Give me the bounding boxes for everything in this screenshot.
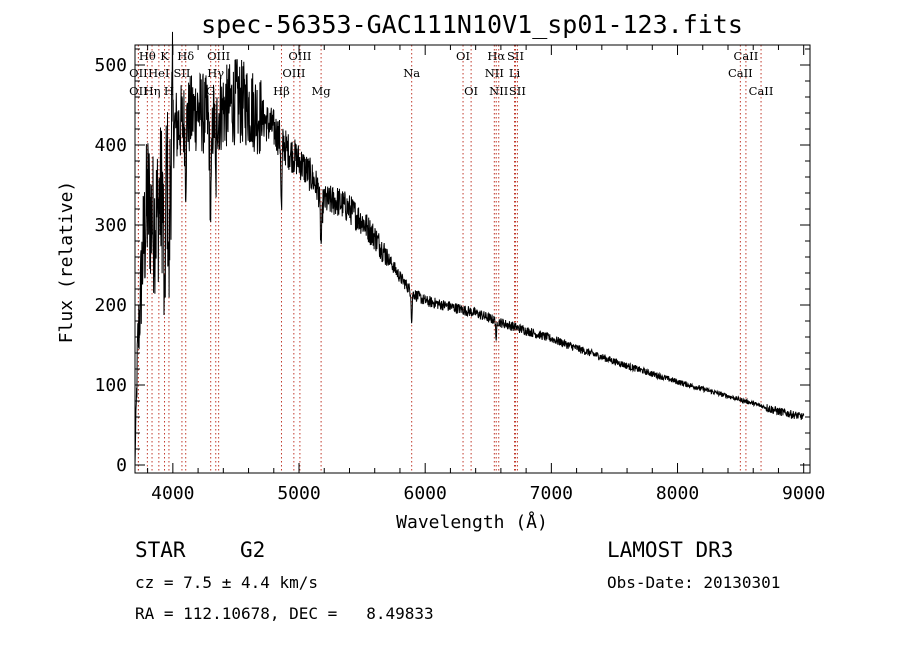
- y-axis-label: Flux (relative): [56, 181, 77, 344]
- line-marker-label: Hδ: [177, 49, 194, 63]
- chart-title: spec-56353-GAC111N10V1_sp01-123.fits: [201, 10, 743, 39]
- line-marker-label: CaII: [749, 84, 774, 98]
- y-tick-label: 500: [94, 55, 127, 76]
- ticks: 4000 5000 6000 7000 8000 9000 0 100 200 300 400 500: [94, 45, 825, 504]
- line-marker-label: HeI: [148, 66, 169, 80]
- x-tick-label: 5000: [277, 483, 320, 504]
- line-marker-label: CaII: [734, 49, 759, 63]
- coordinates-text: RA = 112.10678, DEC = 8.49833: [135, 604, 434, 623]
- line-marker-label: Hθ: [139, 49, 156, 63]
- x-tick-label: 9000: [782, 483, 825, 504]
- line-marker-label: H: [164, 84, 174, 98]
- line-marker-label: SII: [507, 49, 524, 63]
- line-marker-label: OIII: [207, 49, 230, 63]
- line-marker-label: K: [160, 49, 169, 63]
- line-marker-label: CaII: [728, 66, 753, 80]
- line-marker-label: NII: [485, 66, 504, 80]
- line-marker-label: Hβ: [273, 84, 290, 98]
- line-marker-label: SII: [173, 66, 190, 80]
- line-marker-label: OII: [129, 84, 148, 98]
- line-marker-label: SII: [509, 84, 526, 98]
- x-tick-label: 4000: [151, 483, 194, 504]
- redshift-text: cz = 7.5 ± 4.4 km/s: [135, 573, 319, 592]
- line-marker-label: Mg: [312, 84, 332, 98]
- y-tick-label: 0: [116, 455, 127, 476]
- y-tick-label: 300: [94, 215, 127, 236]
- object-class: STAR: [135, 538, 186, 562]
- line-marker-label: Li: [509, 66, 521, 80]
- obs-date: Obs-Date: 20130301: [607, 573, 781, 592]
- line-marker-label: Hα: [487, 49, 505, 63]
- line-marker-label: Na: [403, 66, 420, 80]
- y-tick-label: 100: [94, 375, 127, 396]
- line-marker-label: OIII: [288, 49, 311, 63]
- spectrum-line: [134, 31, 805, 466]
- line-marker-label: NII: [489, 84, 508, 98]
- x-tick-label: 7000: [530, 483, 573, 504]
- x-tick-label: 6000: [404, 483, 447, 504]
- line-marker-label: OI: [464, 84, 478, 98]
- plot-frame: [134, 44, 811, 474]
- line-marker-label: OI: [456, 49, 470, 63]
- line-marker-label: Hγ: [207, 66, 224, 80]
- survey-label: LAMOST DR3: [607, 538, 734, 562]
- y-tick-label: 400: [94, 135, 127, 156]
- line-marker-label: Hη: [144, 84, 161, 98]
- spectrum-series: [134, 31, 805, 466]
- line-marker-label: G: [206, 84, 215, 98]
- line-marker-label: OIII: [282, 66, 305, 80]
- x-axis-label: Wavelength (Å): [396, 511, 548, 533]
- x-tick-label: 8000: [656, 483, 699, 504]
- y-tick-label: 200: [94, 295, 127, 316]
- object-subclass: G2: [240, 538, 266, 562]
- axes: [134, 44, 811, 474]
